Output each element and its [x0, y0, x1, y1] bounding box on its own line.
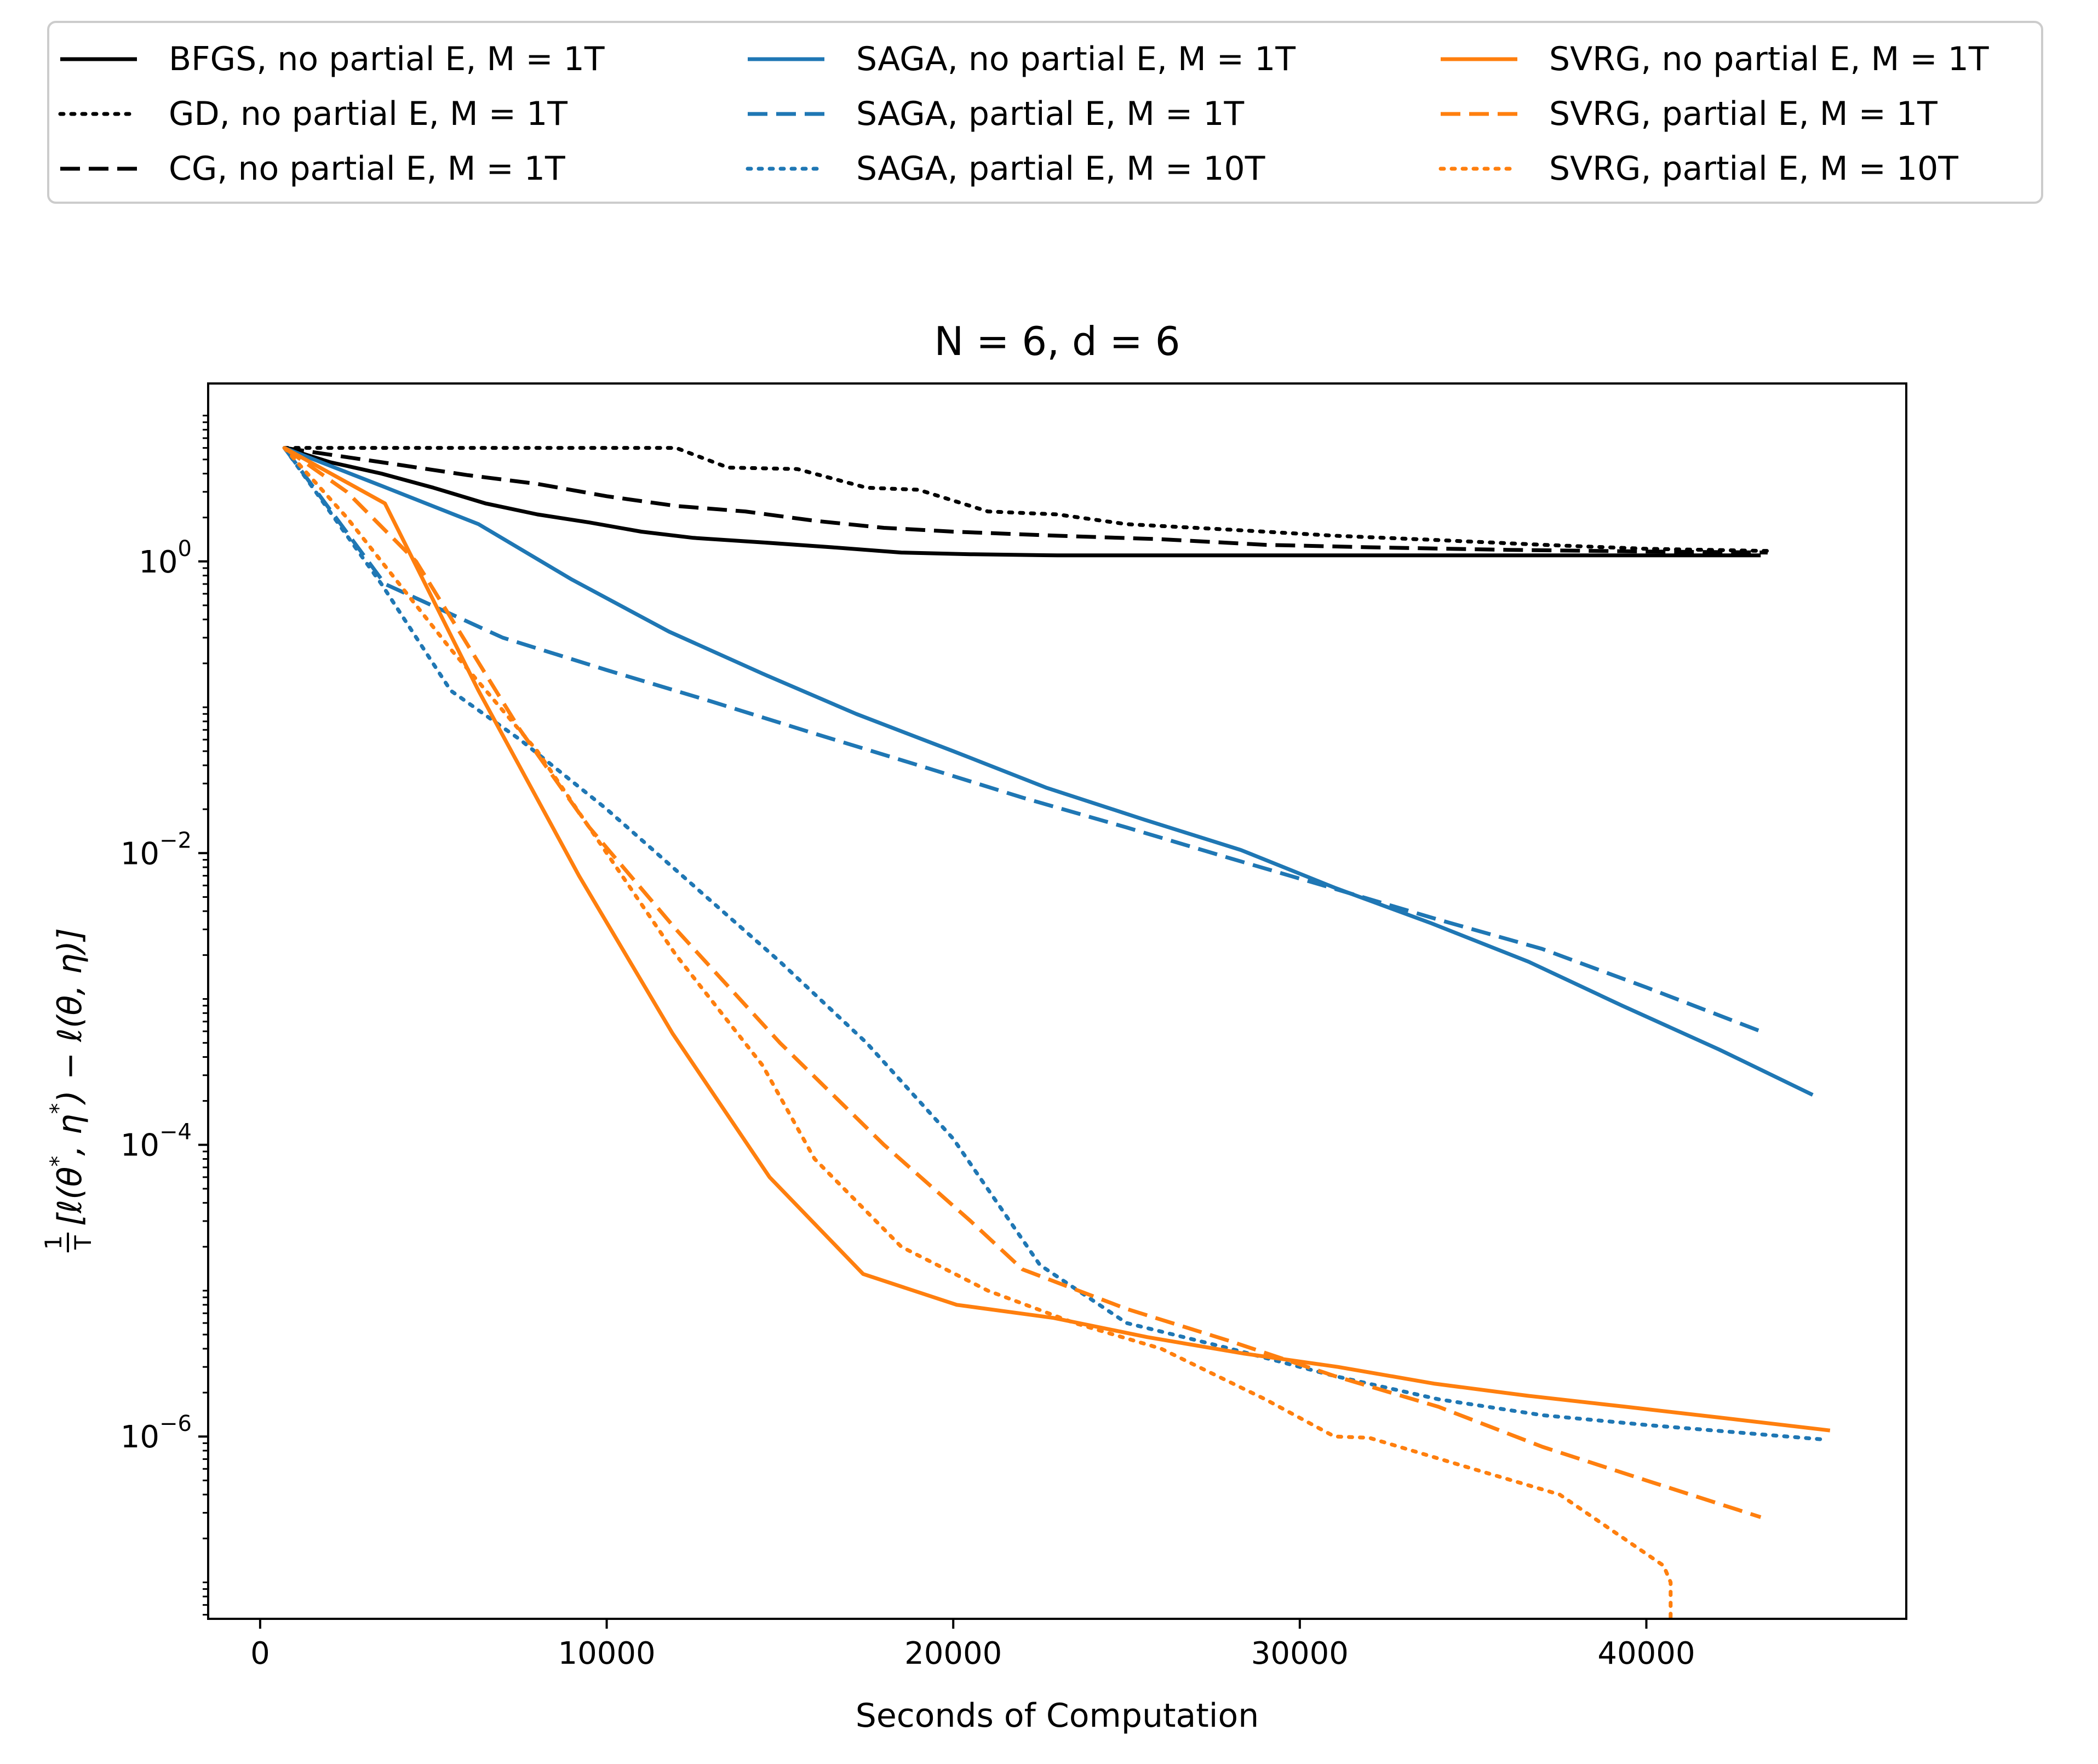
legend-label: BFGS, no partial E, M = 1T — [169, 40, 605, 78]
y-tick-label: 100 — [139, 536, 192, 580]
y-axis-label-part: , η — [51, 1114, 89, 1156]
x-axis: 0 10000 20000 30000 40000 — [250, 1619, 1695, 1671]
legend: BFGS, no partial E, M = 1T GD, no partial… — [47, 21, 2043, 204]
y-axis-label-expression: [ℓ(θ*, η*) − ℓ(θ, η)] — [46, 928, 89, 1226]
x-tick-label: 30000 — [1251, 1636, 1349, 1671]
legend-label: GD, no partial E, M = 1T — [169, 95, 568, 133]
series-line-9 — [282, 446, 1673, 1619]
legend-label: SAGA, partial E, M = 10T — [856, 150, 1265, 188]
x-tick-label: 40000 — [1597, 1636, 1695, 1671]
y-tick-label: 10−6 — [121, 1411, 192, 1455]
y-axis-label-part: * — [46, 1156, 71, 1167]
series-line-7 — [283, 446, 1831, 1433]
series-line-8 — [283, 446, 1762, 1519]
x-axis-label: Seconds of Computation — [856, 1697, 1259, 1735]
legend-frame — [47, 21, 2043, 204]
y-tick-label: 10−4 — [121, 1120, 192, 1164]
legend-label: CG, no partial E, M = 1T — [169, 150, 565, 188]
series-line-4 — [283, 446, 1814, 1097]
legend-label: SVRG, partial E, M = 10T — [1549, 150, 1958, 188]
legend-label: SAGA, no partial E, M = 1T — [856, 40, 1296, 78]
y-axis-label-part: ) − ℓ(θ, η)] — [51, 928, 89, 1106]
x-tick-label: 20000 — [904, 1636, 1002, 1671]
plot-area — [282, 446, 1831, 1619]
series-line-6 — [282, 446, 1828, 1442]
y-tick-label: 10−2 — [121, 828, 192, 872]
series-line-2 — [282, 446, 1770, 553]
y-axis-label-fraction-num: 1 — [40, 1235, 67, 1250]
y-axis-label-part: * — [46, 1103, 71, 1114]
legend-label: SVRG, partial E, M = 1T — [1549, 95, 1938, 133]
chart-title: N = 6, d = 6 — [934, 318, 1180, 364]
x-tick-label: 0 — [250, 1636, 270, 1671]
series-line-3 — [284, 446, 1768, 555]
y-axis: 100 10−2 10−4 10−6 — [121, 415, 208, 1616]
legend-label: SAGA, partial E, M = 1T — [856, 95, 1245, 133]
series-line-1 — [284, 446, 1761, 558]
y-axis-label-part: [ℓ(θ — [51, 1167, 89, 1226]
plot-frame — [207, 382, 1907, 1620]
series-line-5 — [283, 446, 1762, 1033]
y-axis-label-fraction-den: T — [70, 1235, 96, 1250]
y-axis-label: 1 T [ℓ(θ*, η*) − ℓ(θ, η)] — [40, 928, 96, 1252]
legend-label: SVRG, no partial E, M = 1T — [1549, 40, 1989, 78]
x-tick-label: 10000 — [558, 1636, 655, 1671]
